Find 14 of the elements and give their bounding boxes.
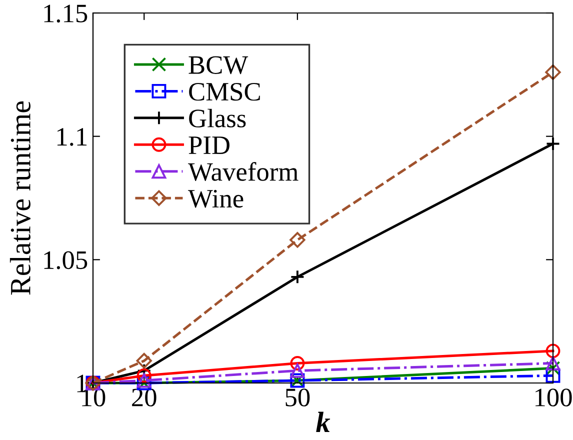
x-tick-label: 100 — [536, 388, 572, 406]
legend-label: Wine — [188, 190, 244, 208]
legend-label: Glass — [189, 108, 246, 128]
y-tick-label: 1.15 — [44, 4, 88, 23]
y-axis-title: Relative runtime — [10, 101, 30, 295]
y-tick-label: 1.1 — [57, 128, 87, 146]
legend-label: BCW — [188, 56, 248, 74]
x-axis-title: k — [316, 412, 330, 432]
x-tick-label: 50 — [286, 388, 310, 406]
x-tick-label: 20 — [132, 388, 156, 406]
legend-label: Waveform — [188, 162, 298, 182]
y-tick-label: 1.05 — [44, 251, 88, 270]
legend-label: PID — [188, 136, 230, 154]
legend-label: CMSC — [189, 82, 260, 101]
